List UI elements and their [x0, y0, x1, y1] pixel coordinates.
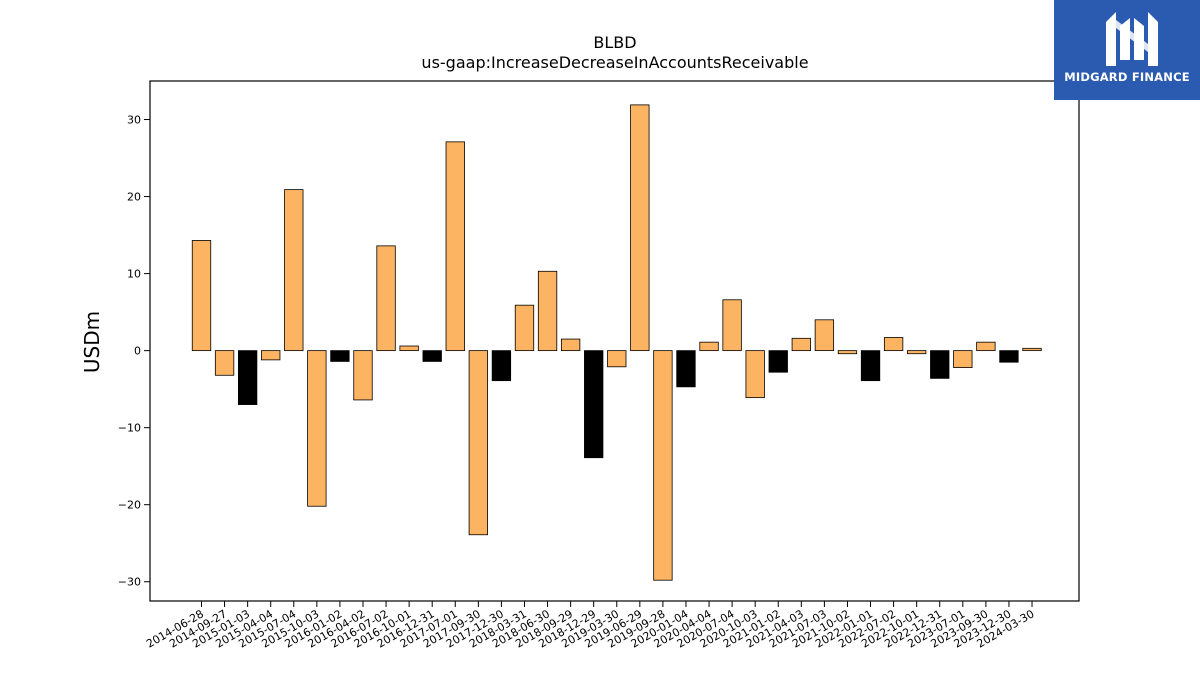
- bar-2014-09-27: [214, 350, 235, 376]
- y-tick-label: −10: [118, 422, 141, 435]
- bar-2020-07-04: [722, 299, 742, 352]
- bar-2018-09-29: [560, 338, 581, 352]
- bar-2020-10-03: [745, 350, 765, 399]
- bar-2022-01-01: [860, 350, 881, 382]
- bar-2023-12-30: [999, 350, 1019, 363]
- y-tick-label: 20: [127, 191, 141, 204]
- bar-2020-04-04: [699, 341, 719, 352]
- bar-2016-04-02: [353, 350, 373, 401]
- bar-2016-10-01: [399, 345, 419, 352]
- bar-2018-03-31: [514, 304, 535, 352]
- bar-2022-10-01: [907, 350, 927, 355]
- bar-2021-04-03: [791, 337, 811, 352]
- y-tick-label: 0: [134, 345, 141, 358]
- bar-2015-04-04: [261, 350, 281, 361]
- bar-2021-10-02: [837, 350, 858, 355]
- bar-2023-07-01: [953, 350, 973, 368]
- bar-2020-01-04: [676, 350, 696, 388]
- chart-subtitle: us-gaap:IncreaseDecreaseInAccountsReceiv…: [421, 53, 808, 72]
- bar-2014-06-28: [191, 240, 212, 352]
- bar-2022-12-31: [930, 350, 950, 379]
- bar-2016-12-31: [422, 350, 442, 362]
- midgard-finance-logo: MIDGARD FINANCE: [1054, 0, 1200, 100]
- bar-2017-09-30: [468, 350, 488, 536]
- x-axis: 2014-06-282014-09-272015-01-032015-04-04…: [144, 601, 1037, 651]
- y-tick-label: 10: [127, 268, 141, 281]
- bar-2024-03-30: [1022, 347, 1042, 352]
- bar-2015-07-04: [284, 189, 304, 352]
- bar-2023-09-30: [976, 341, 996, 352]
- bar-2015-10-03: [307, 350, 327, 507]
- bar-2018-06-30: [537, 270, 558, 352]
- bar-2022-07-02: [883, 337, 904, 352]
- bar-2021-07-03: [814, 319, 835, 352]
- bar-2019-03-30: [607, 350, 627, 368]
- brand-name: MIDGARD FINANCE: [1064, 70, 1190, 84]
- bar-2016-01-02: [330, 350, 350, 362]
- y-axis: −30 −20 −10 0 10 20 30: [118, 114, 150, 589]
- y-tick-label: −20: [118, 499, 141, 512]
- bar-2017-12-30: [491, 350, 512, 382]
- bars-group: [191, 104, 1042, 581]
- y-tick-label: −30: [118, 576, 141, 589]
- bar-2019-06-29: [630, 104, 650, 352]
- bar-2015-01-03: [237, 350, 258, 405]
- bar-2016-07-02: [376, 245, 396, 352]
- bar-2021-01-02: [768, 350, 788, 373]
- plot-frame: [149, 80, 1080, 602]
- midgard-m-logo-icon: [1106, 12, 1158, 66]
- y-tick-label: 30: [127, 114, 141, 127]
- bar-2019-09-28: [653, 350, 673, 581]
- bar-2017-07-01: [445, 141, 465, 352]
- bar-2018-12-29: [584, 350, 604, 459]
- chart-title: BLBD: [593, 33, 636, 52]
- y-axis-label: USDm: [80, 311, 104, 373]
